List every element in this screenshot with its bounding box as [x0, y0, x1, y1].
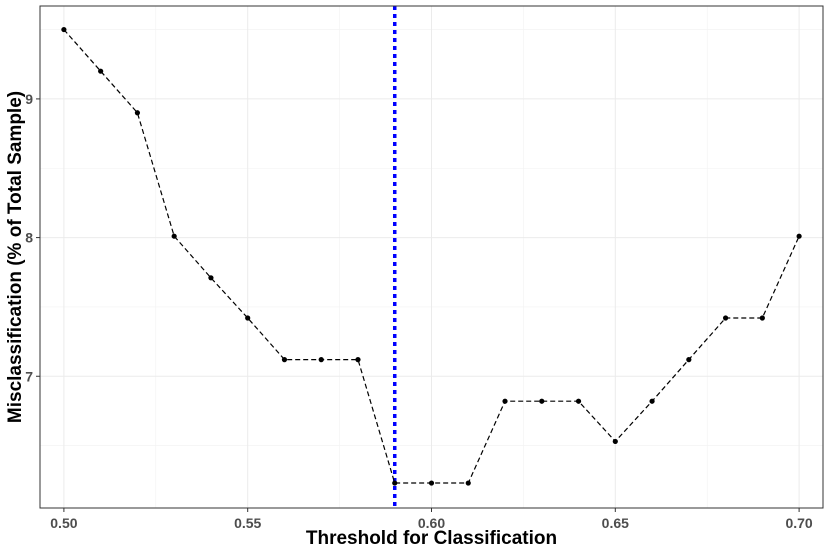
data-point [208, 275, 214, 281]
data-point [465, 480, 471, 486]
y-axis-title: Misclassification (% of Total Sample) [5, 91, 26, 423]
x-tick-label: 0.50 [50, 515, 77, 531]
data-point [649, 398, 655, 404]
data-point [281, 357, 288, 363]
data-point [134, 110, 141, 116]
series-misclassification [61, 26, 802, 486]
x-tick-label: 0.70 [785, 515, 812, 531]
data-point [722, 315, 729, 321]
x-tick-label: 0.65 [602, 515, 629, 531]
axis-ticks: 0.50 0.55 0.60 0.65 0.70 7 8 9 [25, 91, 813, 531]
x-tick-label: 0.60 [418, 515, 445, 531]
y-tick-label: 9 [25, 91, 33, 107]
y-tick-label: 8 [25, 230, 33, 246]
data-point [392, 480, 398, 486]
data-point [686, 357, 692, 363]
x-tick-label: 0.55 [234, 515, 261, 531]
data-point [245, 315, 251, 321]
x-axis-title: Threshold for Classification [306, 528, 557, 549]
data-point [575, 398, 582, 404]
data-point [318, 357, 324, 363]
data-point [428, 480, 435, 486]
data-point [355, 357, 361, 363]
data-point [171, 233, 177, 239]
data-point [796, 233, 802, 239]
data-point [759, 315, 765, 321]
data-point [612, 438, 618, 445]
y-tick-label: 7 [25, 368, 33, 384]
data-point [539, 398, 545, 404]
grid-lines [40, 6, 823, 508]
data-point [502, 398, 508, 404]
data-point [61, 26, 67, 33]
data-point [98, 68, 104, 74]
